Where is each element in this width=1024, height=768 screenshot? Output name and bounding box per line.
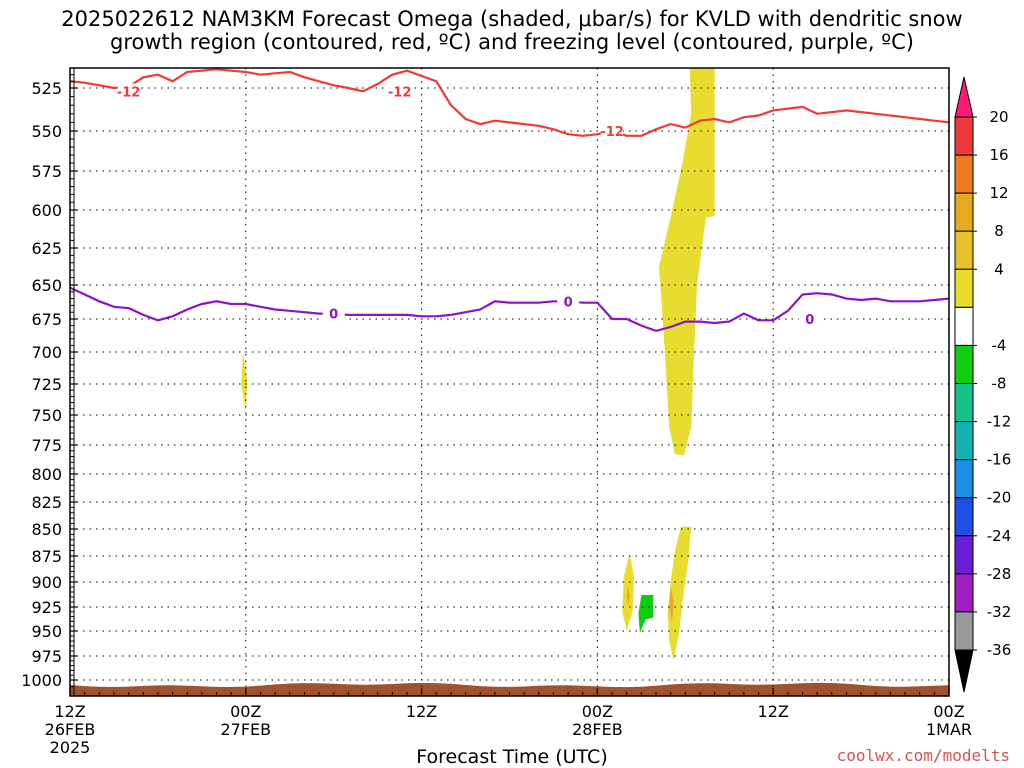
colorbar-swatch: [954, 459, 974, 499]
colorbar-label: -12: [987, 413, 1012, 431]
site-credit: coolwx.com/modelts: [836, 746, 1010, 765]
contour-line-minus12: [69, 68, 950, 137]
y-tick-label: 625: [31, 239, 62, 258]
y-tick-label: 525: [31, 79, 62, 98]
colorbar-label: 8: [994, 222, 1004, 240]
y-tick-label: 825: [31, 493, 62, 512]
omega-shaded-region: [638, 595, 654, 633]
plot-area: [70, 68, 949, 696]
contour-label: 0: [805, 313, 814, 328]
colorbar-label: -20: [987, 489, 1012, 507]
colorbar-label: -24: [987, 527, 1012, 545]
x-tick-label: 00Z: [582, 702, 613, 721]
colorbar-swatch: [954, 535, 974, 575]
colorbar-bottom-arrow: [954, 649, 974, 693]
contour-label: 0: [564, 295, 573, 310]
colorbar-label: -16: [987, 451, 1012, 469]
chart-title-line-1: 2025022612 NAM3KM Forecast Omega (shaded…: [61, 7, 963, 31]
chart-title-line-2: growth region (contoured, red, ºC) and f…: [110, 30, 914, 54]
colorbar-label: 20: [989, 108, 1008, 126]
contour-label: 0: [329, 308, 338, 323]
contour-label-bg: [322, 305, 345, 321]
omega-shaded-region: [669, 587, 674, 622]
x-tick-label: 27FEB: [220, 720, 271, 739]
colorbar-label: -32: [987, 603, 1012, 621]
y-tick-label: 975: [31, 647, 62, 666]
y-tick-label: 600: [31, 201, 62, 220]
x-tick-label: 26FEB: [45, 720, 96, 739]
contour-label-bg: [601, 123, 624, 138]
y-tick-label: 900: [31, 573, 62, 592]
contour-label-bg: [388, 83, 411, 99]
colorbar-swatch: [954, 268, 974, 308]
colorbar-label: 12: [989, 184, 1008, 202]
y-tick-label: 575: [31, 162, 62, 181]
x-tick-label: 12Z: [758, 702, 789, 721]
colorbar-swatch: [954, 230, 974, 270]
colorbar-swatch: [954, 306, 974, 346]
y-tick-label: 650: [31, 276, 62, 295]
y-tick-label: 925: [31, 598, 62, 617]
y-tick-label: 800: [31, 465, 62, 484]
y-tick-label: 850: [31, 520, 62, 539]
x-tick-label: 00Z: [230, 702, 261, 721]
colorbar-swatch: [954, 192, 974, 232]
y-tick-label: 700: [31, 343, 62, 362]
contour-label-bg: [798, 311, 821, 326]
contour-line-0: [69, 286, 950, 333]
y-tick-label: 725: [31, 375, 62, 394]
colorbar-label: -36: [987, 641, 1012, 659]
y-tick-label: 550: [31, 122, 62, 141]
y-tick-label: 875: [31, 547, 62, 566]
contour-label: -12: [600, 125, 624, 140]
colorbar-swatch: [954, 611, 974, 651]
contour-label: -12: [117, 85, 141, 100]
x-axis-title: Forecast Time (UTC): [416, 746, 608, 768]
y-tick-label: 675: [31, 310, 62, 329]
omega-shaded-region: [626, 587, 630, 604]
colorbar-top-arrow: [954, 76, 974, 118]
omega-shaded-region: [241, 352, 248, 413]
omega-shaded-region: [667, 526, 692, 661]
colorbar-label: 16: [989, 146, 1008, 164]
y-tick-label: 950: [31, 622, 62, 641]
y-tick-label: 1000: [21, 671, 62, 690]
colorbar-swatch: [954, 421, 974, 461]
contour-label-bg: [117, 83, 140, 99]
colorbar-label: 4: [994, 260, 1004, 278]
x-tick-label: 00Z: [933, 702, 964, 721]
omega-shaded-region: [658, 68, 715, 456]
colorbar-swatch: [954, 497, 974, 537]
x-tick-label: 28FEB: [572, 720, 623, 739]
colorbar-swatch: [954, 573, 974, 613]
colorbar-label: -8: [992, 375, 1007, 393]
colorbar-label: -4: [992, 336, 1007, 354]
x-tick-label: 2025: [50, 738, 91, 757]
y-tick-label: 750: [31, 406, 62, 425]
colorbar-swatch: [954, 154, 974, 194]
colorbar-label: -28: [987, 565, 1012, 583]
x-tick-label: 12Z: [406, 702, 437, 721]
colorbar-swatch: [954, 383, 974, 423]
contour-label-bg: [557, 293, 580, 309]
contour-label: -12: [388, 85, 412, 100]
y-tick-label: 775: [31, 436, 62, 455]
x-tick-label: 12Z: [54, 702, 85, 721]
colorbar-swatch: [954, 116, 974, 156]
x-tick-label: 1MAR: [926, 720, 972, 739]
colorbar-swatch: [954, 344, 974, 384]
